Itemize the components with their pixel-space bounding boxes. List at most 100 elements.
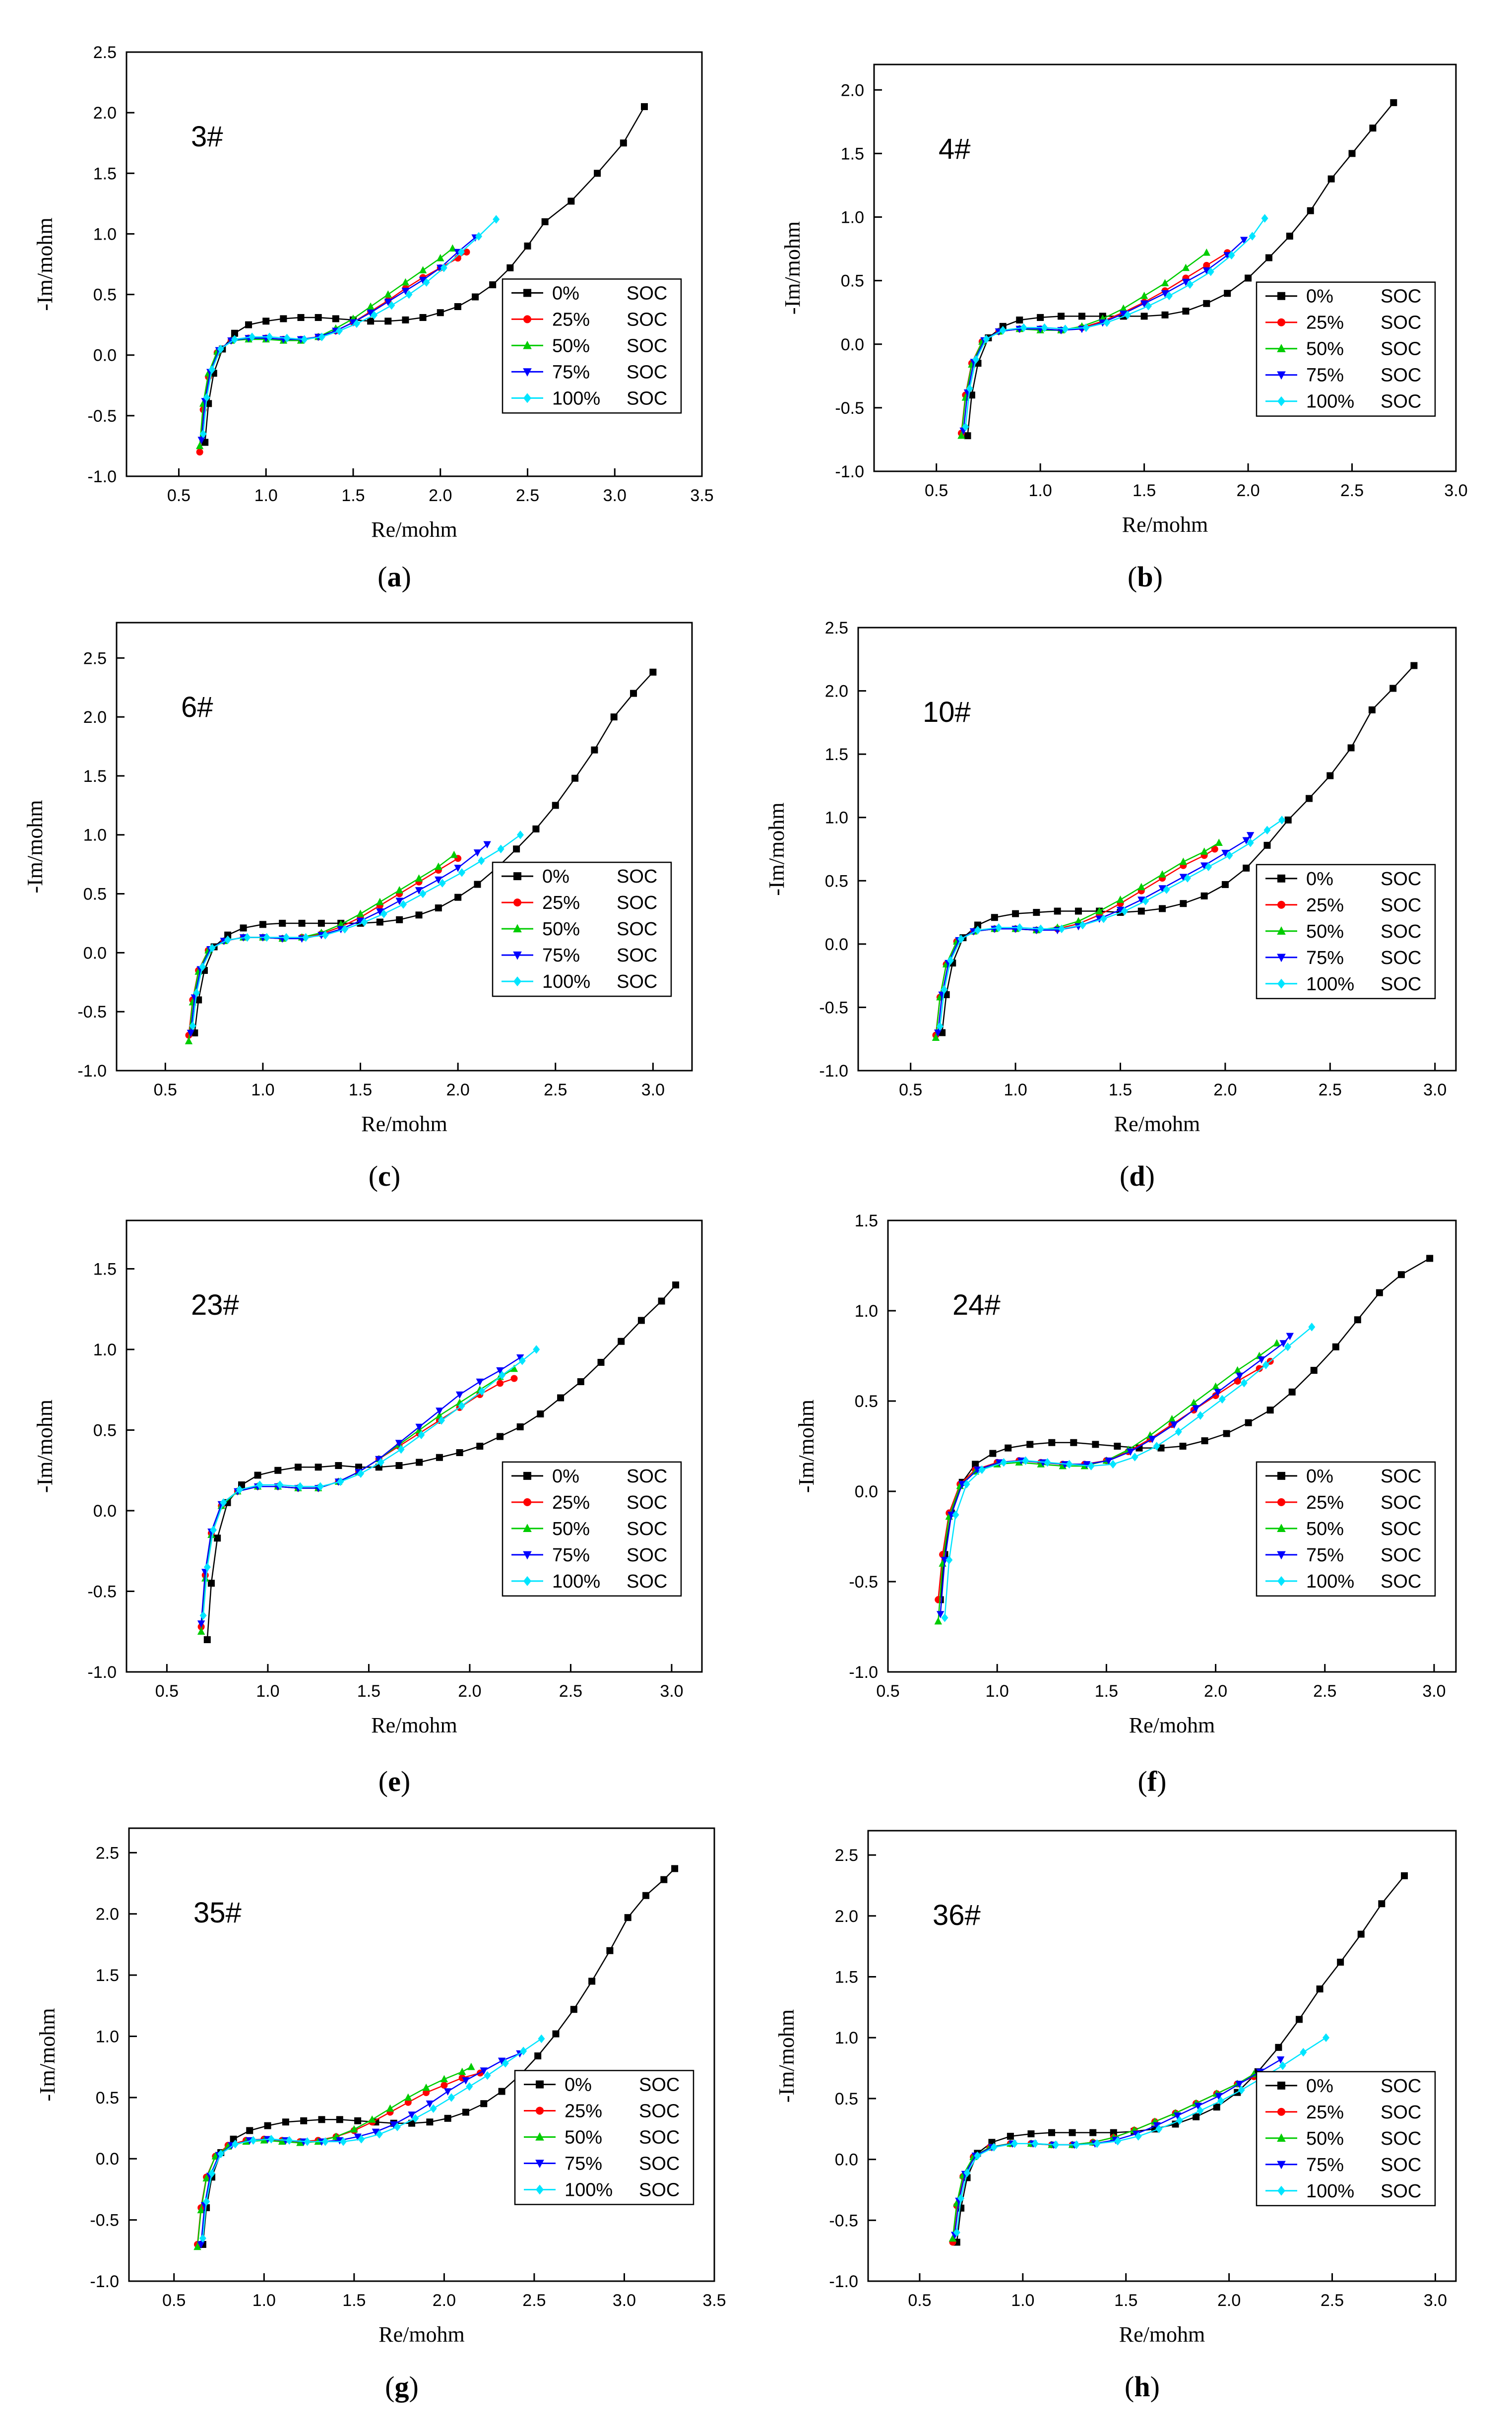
- chart-a: 0.5 1.0 1.5 2.0 2.5 3.0 3.5 -1.0 -0.5 0.0 0.5 1.0 1.…: [33, 43, 714, 593]
- legend-unit: SOC: [627, 362, 667, 383]
- y-tick-label: -1.0: [849, 1663, 878, 1682]
- data-point: [660, 1876, 668, 1883]
- legend-swatch-marker: [1277, 1551, 1286, 1560]
- data-point: [1140, 300, 1148, 308]
- data-point: [321, 930, 329, 940]
- data-point: [1173, 2112, 1182, 2120]
- plot-frame: [116, 622, 693, 1072]
- legend-unit: SOC: [1381, 2102, 1421, 2123]
- data-point: [1243, 864, 1250, 872]
- data-point: [419, 266, 427, 274]
- data-point: [283, 933, 290, 942]
- chart-h: 0.5 1.0 1.5 2.0 2.5 3.0 -1.0 -0.5 0.0 0.5 1.0 1.5 2.…: [774, 1830, 1457, 2403]
- data-point: [1158, 885, 1166, 893]
- y-tick-label: -1.0: [87, 467, 117, 486]
- data-point: [367, 309, 375, 317]
- y-tick-label: -1.0: [829, 2272, 858, 2291]
- data-point: [1168, 1415, 1176, 1422]
- data-point: [1261, 214, 1268, 223]
- x-tick-label: 3.0: [613, 2291, 636, 2310]
- y-tick-label: 0.0: [93, 346, 117, 365]
- x-tick-label: 1.0: [986, 1682, 1009, 1701]
- legend: 0% SOC 25% SOC 50% SOC 75% SOC 100% SOC: [514, 2070, 694, 2205]
- data-point: [1205, 862, 1212, 871]
- y-tick-label: 0.5: [83, 885, 107, 904]
- data-point: [276, 1480, 284, 1489]
- data-point: [199, 962, 206, 971]
- data-point: [1197, 2106, 1204, 2115]
- data-point: [957, 934, 965, 944]
- data-point: [1140, 313, 1148, 320]
- legend-label: 25%: [1306, 2102, 1344, 2123]
- data-point: [502, 2059, 509, 2068]
- data-point: [367, 302, 375, 310]
- data-point: [1300, 2047, 1307, 2057]
- data-point: [510, 1375, 518, 1382]
- legend-label: 75%: [1306, 1545, 1344, 1566]
- data-point: [999, 325, 1007, 335]
- legend-unit: SOC: [1381, 1466, 1421, 1487]
- data-point: [283, 333, 291, 343]
- legend-label: 25%: [552, 1492, 590, 1513]
- series-line: [192, 834, 521, 1026]
- y-tick-label: 1.0: [93, 1341, 117, 1359]
- legend-label: 100%: [1306, 974, 1354, 995]
- legend-unit: SOC: [617, 893, 657, 913]
- legend-swatch-marker: [523, 340, 532, 349]
- chart-d: 0.5 1.0 1.5 2.0 2.5 3.0 -1.0 -0.5 0.0 0.5 1.0 1.5 2.…: [764, 619, 1457, 1192]
- y-tick-label: 0.0: [93, 1502, 117, 1521]
- data-point: [1197, 1411, 1204, 1420]
- data-point: [1348, 150, 1356, 157]
- legend-label: 50%: [552, 335, 590, 356]
- legend-swatch-marker: [1277, 318, 1285, 326]
- x-tick-label: 2.0: [1217, 2291, 1241, 2310]
- data-point: [567, 197, 575, 205]
- data-point: [232, 2139, 239, 2149]
- data-point: [1213, 2104, 1220, 2111]
- legend-unit: SOC: [627, 1519, 667, 1539]
- data-point: [1163, 885, 1170, 894]
- data-point: [335, 326, 343, 335]
- chart-b: 0.5 1.0 1.5 2.0 2.5 3.0 -1.0 -0.5 0.0 0.5 1.0 1.5 2.…: [780, 64, 1468, 593]
- data-point: [1007, 2132, 1014, 2140]
- data-point: [974, 2151, 981, 2160]
- data-point: [1052, 2140, 1060, 2149]
- data-point: [280, 315, 287, 322]
- data-point: [936, 1022, 944, 1031]
- legend-label: 0%: [1306, 286, 1333, 307]
- x-axis-label: Re/mohm: [371, 517, 457, 542]
- x-axis-label: Re/mohm: [378, 2322, 465, 2347]
- caption: (d): [1120, 1160, 1155, 1192]
- data-point: [415, 1423, 423, 1431]
- data-point: [458, 2067, 466, 2075]
- legend-label: 50%: [565, 2127, 602, 2148]
- data-point: [1144, 302, 1152, 311]
- data-point: [444, 2114, 451, 2122]
- data-point: [1179, 874, 1188, 882]
- y-tick-label: 1.5: [83, 767, 107, 786]
- legend-swatch-marker: [513, 976, 521, 987]
- legend-swatch-marker: [523, 393, 531, 403]
- x-tick-label: 3.0: [660, 1682, 683, 1701]
- data-point: [246, 2127, 253, 2134]
- sample-label: 35#: [193, 1897, 242, 1929]
- legend-label: 50%: [1306, 339, 1344, 360]
- data-point: [376, 908, 384, 916]
- legend-swatch-marker: [535, 2132, 544, 2141]
- data-point: [672, 1281, 680, 1288]
- data-point: [1041, 323, 1048, 332]
- legend-label: 75%: [1306, 948, 1344, 968]
- data-point: [516, 830, 524, 839]
- legend-label: 0%: [552, 283, 579, 304]
- data-point: [1140, 291, 1148, 299]
- data-point: [455, 1391, 464, 1399]
- data-point: [1070, 1439, 1077, 1446]
- data-point: [1326, 772, 1334, 779]
- data-point: [1137, 896, 1145, 904]
- legend-box: [492, 861, 672, 997]
- data-point: [649, 668, 657, 676]
- data-point: [1192, 1405, 1200, 1412]
- y-tick-label: 0.5: [93, 286, 117, 305]
- y-tick-label: -0.5: [835, 399, 864, 418]
- data-point: [538, 2034, 545, 2044]
